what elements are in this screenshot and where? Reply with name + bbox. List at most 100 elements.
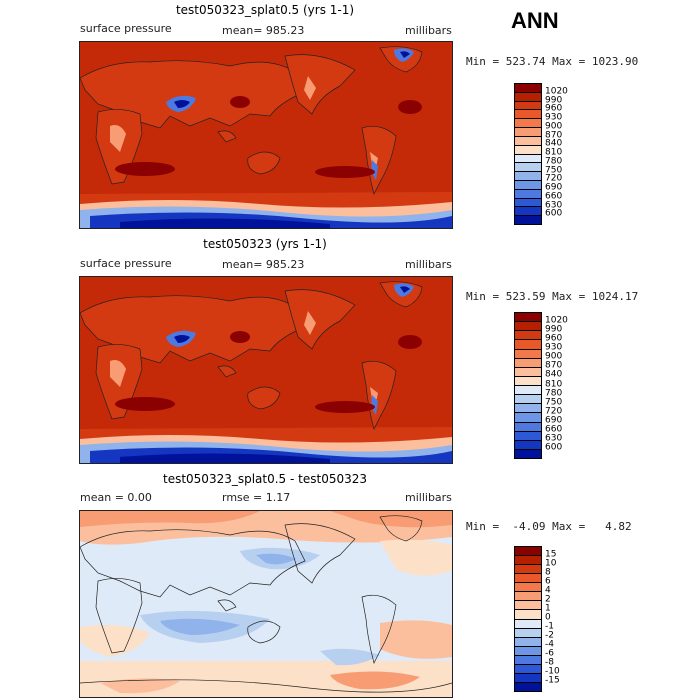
colorbar-swatch	[515, 189, 541, 199]
panel2-colorbar	[514, 312, 542, 459]
colorbar-swatch	[515, 556, 541, 566]
colorbar-tick-label: 690	[545, 415, 563, 426]
colorbar-tick-label: 15	[545, 549, 557, 560]
colorbar-tick-label: 840	[545, 369, 563, 380]
colorbar-tick-label: 870	[545, 130, 563, 140]
panel3-title: test050323_splat0.5 - test050323	[162, 472, 368, 486]
colorbar-swatch	[515, 198, 541, 208]
colorbar-tick-label: 900	[545, 121, 563, 132]
colorbar-swatch	[515, 610, 541, 620]
panel2-mean: mean= 985.23	[222, 258, 305, 271]
panel1-minmax: Min = 523.74 Max = 1023.90	[466, 55, 639, 68]
colorbar-swatch	[515, 207, 541, 217]
colorbar-swatch	[515, 655, 541, 665]
colorbar-swatch	[515, 619, 541, 629]
colorbar-tick-label: 1	[545, 603, 551, 614]
colorbar-tick-label: -8	[545, 657, 554, 668]
colorbar-swatch	[515, 119, 541, 129]
colorbar-tick-label: 930	[545, 342, 563, 353]
colorbar-swatch	[515, 136, 541, 146]
colorbar-tick-label: 990	[545, 324, 563, 335]
panel2-title: test050323 (yrs 1-1)	[203, 237, 327, 251]
colorbar-swatch	[515, 376, 541, 386]
colorbar-tick-label: 900	[545, 351, 563, 362]
colorbar-tick-label: 690	[545, 182, 563, 193]
colorbar-swatch	[515, 413, 541, 423]
panel1-map	[79, 41, 453, 229]
colorbar-swatch	[515, 367, 541, 377]
colorbar-swatch	[515, 637, 541, 647]
colorbar-tick-label: 780	[545, 156, 563, 167]
colorbar-tick-label: 4	[545, 585, 551, 596]
colorbar-tick-label: 960	[545, 333, 563, 344]
colorbar-swatch	[515, 404, 541, 414]
colorbar-swatch	[515, 395, 541, 405]
panel2-field: surface pressure	[80, 257, 172, 270]
season-label: ANN	[511, 8, 559, 33]
colorbar-tick-label: -6	[545, 648, 554, 659]
panel2-units: millibars	[405, 258, 452, 271]
colorbar-tick-label: 750	[545, 165, 563, 175]
colorbar-swatch	[515, 547, 541, 557]
colorbar-tick-label: 720	[545, 173, 563, 184]
colorbar-tick-label: 6	[545, 576, 551, 587]
colorbar-swatch	[515, 592, 541, 602]
colorbar-swatch	[515, 110, 541, 120]
colorbar-tick-label: 0	[545, 612, 551, 623]
colorbar-swatch	[515, 163, 541, 173]
colorbar-tick-label: 870	[545, 360, 563, 371]
colorbar-swatch	[515, 145, 541, 155]
colorbar-tick-label: 630	[545, 200, 563, 210]
panel1-field: surface pressure	[80, 22, 172, 35]
colorbar-swatch	[515, 431, 541, 441]
colorbar-tick-label: 8	[545, 567, 551, 578]
panel3-rmse: rmse = 1.17	[222, 491, 291, 504]
colorbar-swatch	[515, 682, 541, 691]
panel3-colorbar-labels: 15 10 8 6 4 2 1 0 -1 -2 -4 -6 -8 -10 -15	[545, 546, 585, 690]
colorbar-swatch	[515, 84, 541, 93]
panel2-colorbar-labels: 1020 990 960 930 900 870 840 810 780 750 720 690 660…	[545, 312, 585, 457]
colorbar-tick-label: 2	[545, 594, 551, 605]
colorbar-tick-label: 960	[545, 103, 563, 114]
colorbar-tick-label: -15	[545, 675, 560, 686]
colorbar-swatch	[515, 180, 541, 190]
colorbar-swatch	[515, 313, 541, 323]
panel1-colorbar-labels: 1020 990 960 930 900 870 840 810 780 750 720 690 660…	[545, 83, 585, 223]
colorbar-tick-label: 930	[545, 112, 563, 123]
colorbar-tick-label: -2	[545, 630, 554, 641]
colorbar-tick-label: -10	[545, 666, 560, 677]
colorbar-swatch	[515, 628, 541, 638]
panel1-mean: mean= 985.23	[222, 24, 305, 37]
colorbar-swatch	[515, 322, 541, 332]
panel3-map	[79, 510, 453, 698]
colorbar-swatch	[515, 92, 541, 102]
panel1-title: test050323_splat0.5 (yrs 1-1)	[175, 3, 355, 17]
colorbar-swatch	[515, 340, 541, 350]
colorbar-swatch	[515, 358, 541, 368]
colorbar-tick-label: 660	[545, 191, 563, 202]
panel1-units: millibars	[405, 24, 452, 37]
colorbar-tick-label: 10	[545, 558, 557, 569]
colorbar-swatch	[515, 216, 541, 224]
colorbar-swatch	[515, 583, 541, 593]
colorbar-tick-label: 660	[545, 424, 563, 435]
colorbar-swatch	[515, 440, 541, 450]
panel3-minmax: Min = -4.09 Max = 4.82	[466, 520, 632, 533]
panel3-mean: mean = 0.00	[80, 491, 152, 504]
colorbar-tick-label: 990	[545, 95, 563, 105]
colorbar-swatch	[515, 349, 541, 359]
colorbar-swatch	[515, 673, 541, 683]
panel2-minmax: Min = 523.59 Max = 1024.17	[466, 290, 639, 303]
colorbar-tick-label: 750	[545, 397, 563, 408]
colorbar-tick-label: 840	[545, 138, 563, 149]
colorbar-swatch	[515, 128, 541, 137]
colorbar-swatch	[515, 172, 541, 181]
panel1-colorbar	[514, 83, 542, 225]
colorbar-swatch	[515, 422, 541, 432]
colorbar-tick-label: 720	[545, 406, 563, 417]
colorbar-swatch	[515, 449, 541, 458]
colorbar-tick-label: 810	[545, 147, 563, 158]
colorbar-tick-label: 810	[545, 379, 563, 389]
colorbar-tick-label: 600	[545, 442, 563, 453]
colorbar-tick-label: -1	[545, 621, 554, 632]
